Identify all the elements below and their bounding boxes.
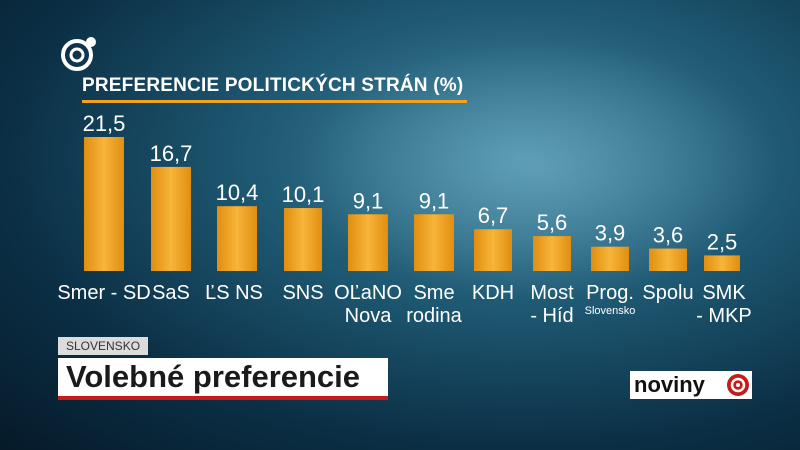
category-label-8: Prog.: [586, 282, 634, 304]
value-label-7: 5,6: [537, 210, 568, 235]
value-label-5: 9,1: [419, 188, 450, 213]
title-underline: [82, 100, 467, 103]
region-tag: SLOVENSKO: [58, 337, 149, 355]
bar-2: [217, 206, 257, 271]
headline-accent-bar: [58, 396, 388, 400]
bar-0: [84, 137, 124, 271]
brand-logo-icon: [727, 374, 749, 396]
category-label-1: SaS: [152, 282, 190, 304]
category-label-line2-5: rodina: [406, 305, 462, 327]
category-label-3: SNS: [282, 282, 323, 304]
category-label-9: Spolu: [642, 282, 693, 304]
category-label-0: Smer - SD: [57, 282, 150, 304]
bar-3: [284, 208, 322, 271]
category-label-6: KDH: [472, 282, 514, 304]
bar-4: [348, 214, 388, 271]
value-label-10: 2,5: [707, 229, 738, 254]
category-sublabel-8: Slovensko: [585, 305, 636, 317]
value-label-2: 10,4: [216, 180, 259, 205]
bar-10: [704, 255, 740, 271]
bar-8: [591, 246, 629, 271]
value-label-8: 3,9: [595, 221, 626, 246]
brand-badge: noviny: [630, 371, 752, 399]
value-label-1: 16,7: [150, 141, 193, 166]
bar-7: [533, 236, 571, 271]
joj-logo-icon: [61, 37, 96, 71]
value-label-3: 10,1: [282, 182, 325, 207]
brand-name: noviny: [634, 372, 705, 397]
category-label-10: SMK: [702, 282, 746, 304]
category-label-2: ĽS NS: [205, 282, 263, 304]
category-label-line2-4: Nova: [345, 305, 393, 327]
bar-1: [151, 166, 191, 271]
bar-9: [649, 248, 687, 271]
category-label-4: OĽaNO: [334, 282, 402, 304]
chart-title: PREFERENCIE POLITICKÝCH STRÁN (%): [82, 75, 464, 96]
value-label-4: 9,1: [353, 188, 384, 213]
bar-6: [474, 229, 512, 271]
category-label-7: Most: [530, 282, 574, 304]
category-label-line2-7: - Híd: [530, 305, 573, 327]
value-label-0: 21,5: [83, 111, 126, 136]
category-label-line2-10: - MKP: [696, 305, 752, 327]
category-label-5: Sme: [413, 282, 454, 304]
value-label-6: 6,7: [478, 203, 509, 228]
bar-5: [414, 214, 454, 271]
value-label-9: 3,6: [653, 223, 684, 248]
headline: Volebné preferencie: [58, 358, 388, 396]
